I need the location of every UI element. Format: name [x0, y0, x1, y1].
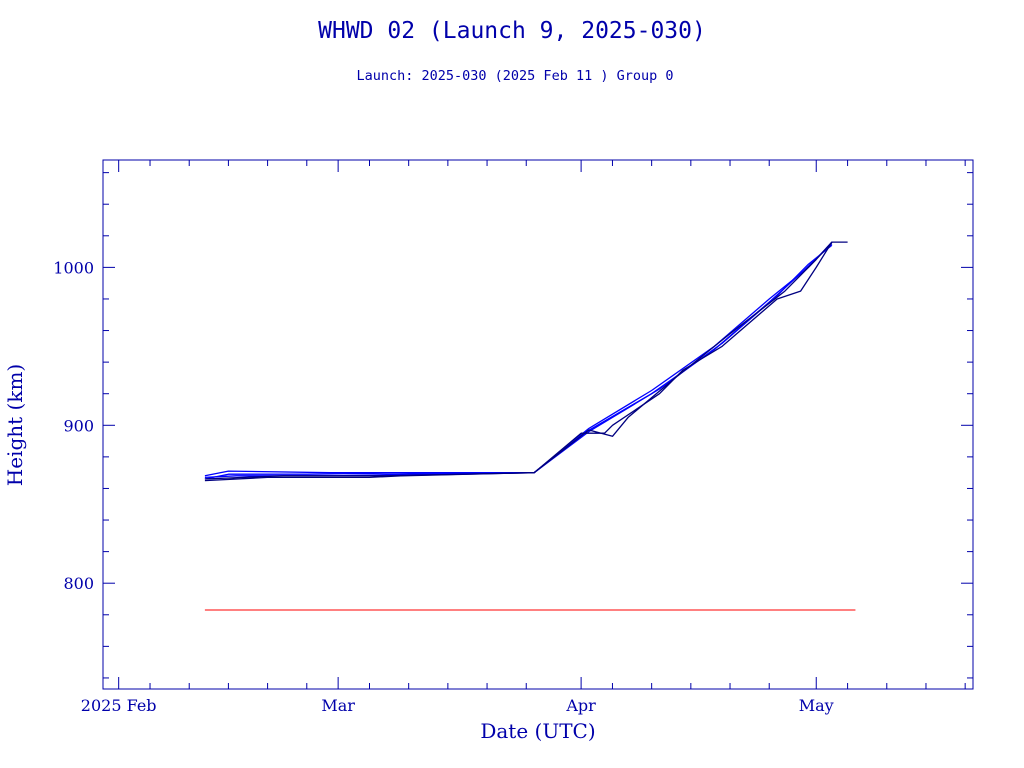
y-tick-label: 900: [63, 416, 94, 435]
y-tick-label: 1000: [53, 258, 94, 277]
chart-title: WHWD 02 (Launch 9, 2025-030): [318, 18, 706, 44]
series-line-3: [204, 244, 833, 479]
x-tick-label: Apr: [565, 696, 596, 715]
x-tick-labels: 2025 Feb Mar Apr May: [81, 696, 834, 715]
y-tick-label: 800: [63, 574, 94, 593]
series-line-5: [204, 241, 848, 480]
y-axis-label: Height (km): [3, 364, 27, 486]
series-line-2: [204, 241, 833, 477]
chart-subtitle: Launch: 2025-030 (2025 Feb 11 ) Group 0: [357, 68, 674, 84]
series-line-4: [204, 241, 833, 482]
series-group: [204, 241, 848, 482]
x-tick-label: 2025 Feb: [81, 696, 157, 715]
x-tick-label: Mar: [321, 696, 355, 715]
plot-frame: [102, 159, 974, 690]
y-tick-labels: 800 900 1000: [53, 258, 94, 593]
axis-ticks: [103, 160, 973, 689]
x-tick-label: May: [799, 696, 834, 715]
series-line-1: [204, 243, 833, 480]
x-axis-label: Date (UTC): [480, 719, 595, 743]
